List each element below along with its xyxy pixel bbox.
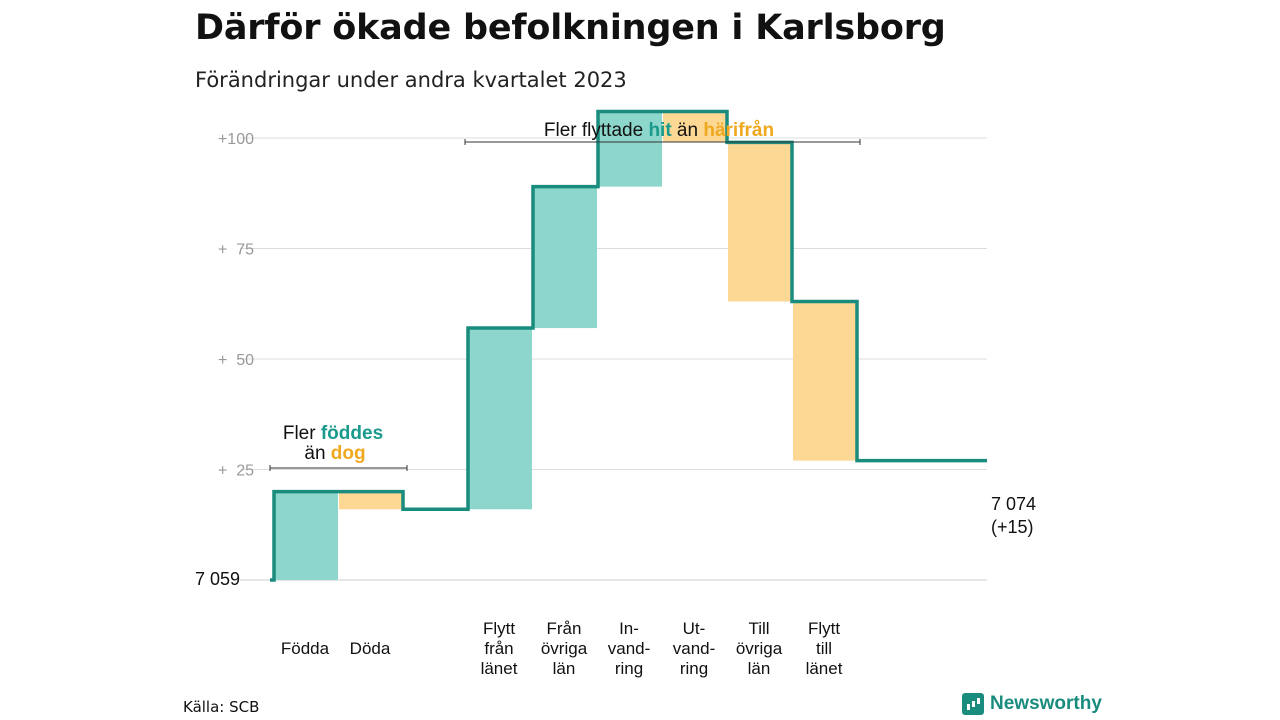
category-label: län — [553, 659, 576, 678]
births-annotation-line2: än dog — [304, 443, 365, 464]
end-value-label: 7 074 — [991, 494, 1036, 514]
category-label: till — [816, 639, 832, 658]
newsworthy-icon — [962, 693, 984, 715]
births-annotation-line1: Fler föddes — [283, 423, 383, 444]
bar-increase — [274, 491, 338, 580]
category-label: ring — [615, 659, 643, 678]
bar-increase — [598, 111, 662, 187]
category-label: vand- — [673, 639, 716, 658]
category-label: Till — [748, 619, 769, 638]
category-label: Döda — [350, 639, 391, 658]
y-tick-label: + 50 — [218, 352, 254, 369]
category-label: Födda — [281, 639, 330, 658]
bar-increase — [468, 328, 532, 510]
y-tick-label: +100 — [218, 131, 254, 148]
bar-decrease — [663, 111, 727, 143]
brand-logo: Newsworthy — [962, 693, 1102, 715]
source-note: Källa: SCB — [183, 698, 260, 716]
cumulative-step-line — [270, 109, 987, 582]
bar-decrease — [793, 301, 857, 461]
category-label: länet — [481, 659, 518, 678]
y-tick-label: + 75 — [218, 242, 254, 259]
category-label: från — [484, 639, 513, 658]
category-label: övriga — [736, 639, 783, 658]
moves-annotation: Fler flyttade hit än härifrån — [544, 120, 774, 141]
category-label: Flytt — [483, 619, 515, 638]
bar-decrease — [728, 142, 792, 302]
y-tick-label: + 25 — [218, 463, 254, 480]
category-label: Ut- — [683, 619, 706, 638]
category-label: ring — [680, 659, 708, 678]
category-label: länet — [806, 659, 843, 678]
end-change-label: (+15) — [991, 517, 1034, 537]
bar-decrease — [339, 491, 403, 510]
category-label: Från — [547, 619, 582, 638]
category-label: övriga — [541, 639, 588, 658]
category-label: In- — [619, 619, 639, 638]
bar-increase — [533, 186, 597, 329]
category-label: län — [748, 659, 771, 678]
chart-subtitle: Förändringar under andra kvartalet 2023 — [195, 68, 627, 92]
chart-title: Därför ökade befolkningen i Karlsborg — [195, 8, 946, 48]
category-label: vand- — [608, 639, 651, 658]
category-label: Flytt — [808, 619, 840, 638]
brand-name: Newsworthy — [990, 693, 1102, 714]
base-value-label: 7 059 — [195, 569, 240, 589]
